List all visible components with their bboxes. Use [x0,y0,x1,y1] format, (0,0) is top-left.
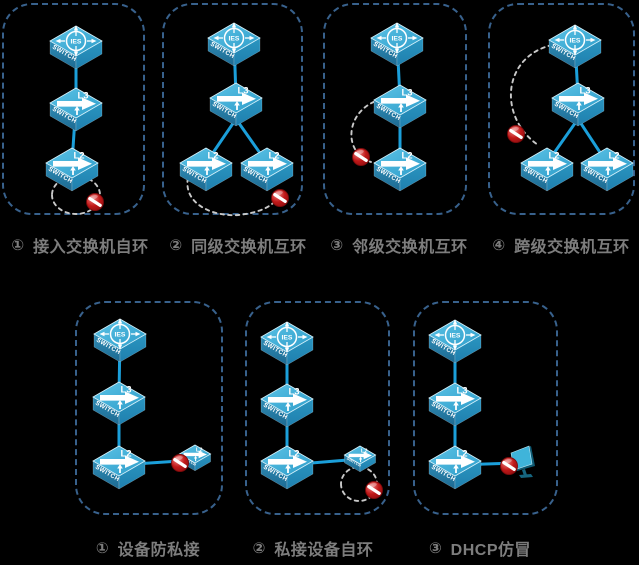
caption-number: ② [169,237,183,254]
ies-label: IES [229,35,240,42]
ies-label: IES [115,331,126,338]
ies-label: IES [392,35,403,42]
caption-number: ③ [428,540,442,557]
no-loop-ban-icon [171,454,189,472]
caption-text: 接入交换机自环 [33,239,149,256]
no-loop-ban-icon [507,125,525,143]
caption-text: 跨级交换机互环 [514,239,630,256]
switch-layer-label: L2 [401,151,412,162]
scenario-panel-2: SWITCH IES SWITCH L3 SWITCH L2 SWITCH L2 [162,3,303,217]
panel-caption-2: ② 同级交换机互环 [169,233,306,257]
caption-number: ③ [330,237,344,254]
panel-caption-1: ① 接入交换机自环 [11,233,148,257]
caption-number: ④ [492,237,506,254]
switch-layer-label: L2 [548,151,559,162]
no-loop-ban-icon [271,189,289,207]
panel-caption-5: ① 设备防私接 [96,536,200,560]
switch-layer-label: L2 [361,448,368,454]
switch-layer-label: L2 [288,449,299,460]
loop-dashed-path [509,44,553,146]
caption-text: 设备防私接 [117,542,201,559]
switch-layer-label: L3 [288,387,299,398]
switch-layer-label: L3 [120,385,131,396]
caption-number: ① [11,237,25,254]
panel-caption-4: ④ 跨级交换机互环 [492,233,629,257]
switch-layer-label: L3 [456,386,467,397]
switch-layer-label: L2 [207,151,218,162]
switch-layer-label: L3 [401,88,412,99]
switch-layer-label: L2 [120,449,131,460]
switch-layer-label: L3 [237,86,248,97]
caption-number: ② [252,540,266,557]
caption-text: 同级交换机互环 [191,239,307,256]
scenario-panel-3: SWITCH IES SWITCH L3 SWITCH L2 [323,3,467,215]
scenario-panel-1: SWITCH IES SWITCH L3 SWITCH L2 [2,3,145,215]
switch-layer-label: L2 [456,449,467,460]
switch-layer-label: L3 [579,86,590,97]
scenario-panel-5: SWITCH IES SWITCH L3 SWITCH L2 SWITCH L2 [75,301,223,515]
scenario-panel-4: SWITCH IES SWITCH L3 SWITCH L2 SWITCH L2 [488,3,635,215]
ies-label: IES [71,38,82,45]
switch-layer-label: L2 [73,151,84,162]
no-loop-ban-icon [86,193,104,211]
caption-number: ① [95,540,109,557]
no-loop-ban-icon [352,148,370,166]
switch-face-label: SWITCH [346,457,362,469]
no-loop-ban-icon [365,481,383,499]
switch-layer-label: L2 [608,151,619,162]
caption-text: DHCP仿冒 [450,542,532,559]
no-loop-ban-icon [500,457,518,475]
loop-dashed-path [350,97,390,163]
switch-layer-label: L3 [77,91,88,102]
scenario-panel-6: SWITCH IES SWITCH L3 SWITCH L2 SWITCH L2 [245,301,390,515]
switch-layer-label: L2 [196,447,203,453]
scenario-panel-7: SWITCH IES SWITCH L3 SWITCH L2 [413,301,558,515]
ies-label: IES [282,334,293,341]
l2-switch-icon: SWITCH L2 [343,445,377,473]
ies-label: IES [570,37,581,44]
panel-caption-6: ② 私接设备自环 [253,536,374,560]
caption-text: 邻级交换机互环 [352,239,468,256]
panel-caption-3: ③ 邻级交换机互环 [330,233,467,257]
ies-label: IES [450,332,461,339]
switch-layer-label: L2 [268,151,279,162]
switch-face-label: SWITCH [181,456,197,468]
panel-caption-7: ③ DHCP仿冒 [429,536,531,560]
caption-text: 私接设备自环 [274,542,374,559]
